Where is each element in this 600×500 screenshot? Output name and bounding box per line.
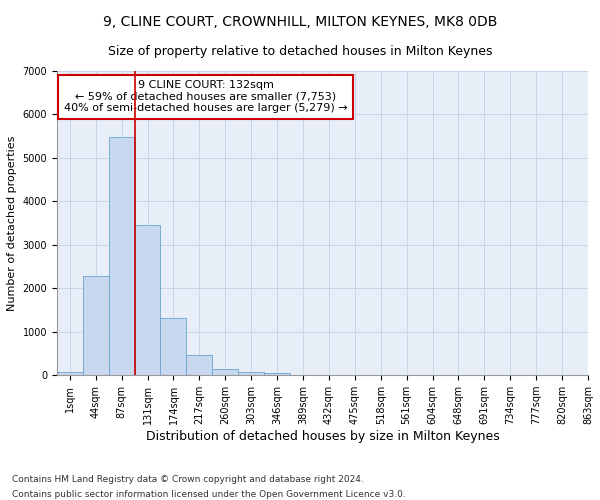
Text: Contains HM Land Registry data © Crown copyright and database right 2024.: Contains HM Land Registry data © Crown c…: [12, 475, 364, 484]
Bar: [109, 137, 134, 376]
Bar: [264, 373, 290, 376]
Bar: [83, 276, 109, 376]
Bar: [57, 372, 83, 376]
Text: 9, CLINE COURT, CROWNHILL, MILTON KEYNES, MK8 0DB: 9, CLINE COURT, CROWNHILL, MILTON KEYNES…: [103, 15, 497, 29]
Bar: [134, 226, 160, 376]
X-axis label: Distribution of detached houses by size in Milton Keynes: Distribution of detached houses by size …: [146, 430, 499, 443]
Text: Size of property relative to detached houses in Milton Keynes: Size of property relative to detached ho…: [108, 45, 492, 58]
Text: 9 CLINE COURT: 132sqm
← 59% of detached houses are smaller (7,753)
40% of semi-d: 9 CLINE COURT: 132sqm ← 59% of detached …: [64, 80, 347, 114]
Bar: [160, 318, 187, 376]
Text: Contains public sector information licensed under the Open Government Licence v3: Contains public sector information licen…: [12, 490, 406, 499]
Bar: [212, 368, 238, 376]
Y-axis label: Number of detached properties: Number of detached properties: [7, 136, 17, 311]
Bar: [187, 355, 212, 376]
Bar: [238, 372, 264, 376]
